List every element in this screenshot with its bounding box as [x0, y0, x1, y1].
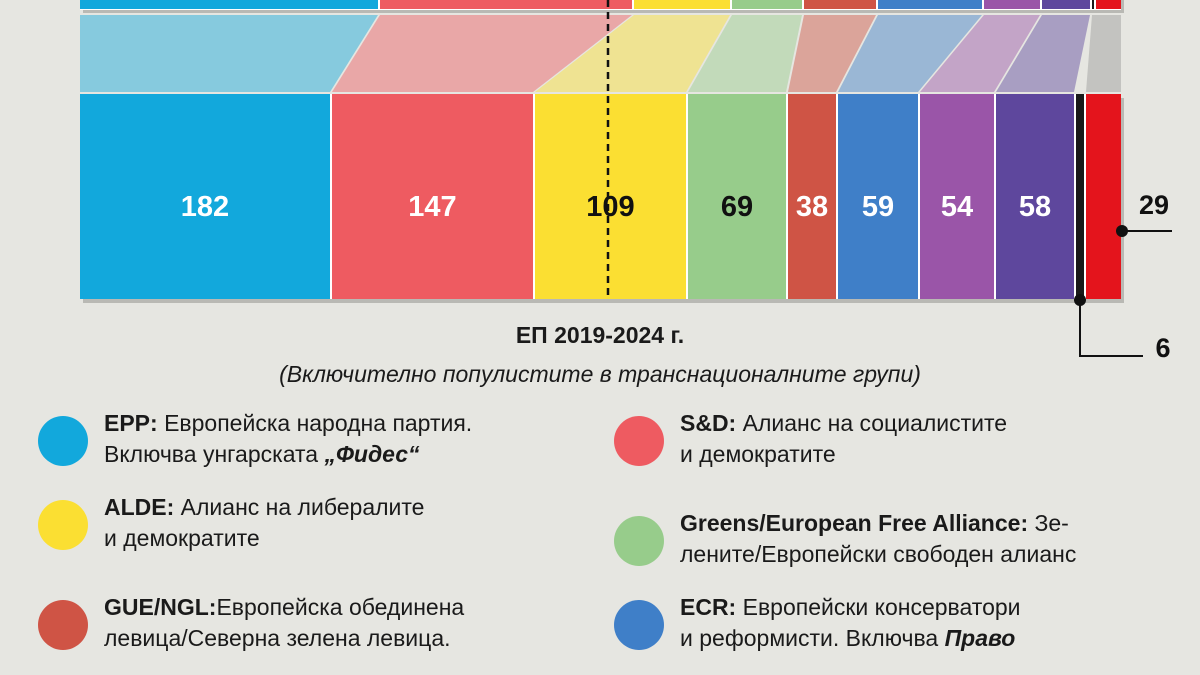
callout-dot-6 [1074, 294, 1086, 306]
ribbon-ecr [838, 15, 982, 92]
bar-segment-group-10 [1086, 94, 1121, 299]
legend-item-epp: EPP: Европейска народна партия. Включва … [38, 408, 473, 470]
ribbon-group-8 [996, 15, 1090, 92]
main-seat-bar [80, 94, 1124, 303]
seat-label-epp: 182 [181, 191, 229, 223]
legend-item-gue-ngl: GUE/NGL:Европейска обединена левица/Севе… [38, 592, 465, 654]
legend-code: ECR: [680, 594, 737, 620]
bar-segment-ecr [838, 94, 918, 299]
legend-item-sd: S&D: Алианс на социалистите и демократит… [614, 408, 1008, 470]
seat-label-group-7: 54 [941, 191, 973, 223]
prev-bar-segment-group-7 [984, 0, 1040, 9]
bar-segment-group-7 [920, 94, 994, 299]
legend-item-alde: ALDE: Алианс на либералите и демократите [38, 492, 425, 554]
seat-label-group-8: 58 [1019, 191, 1051, 223]
legend-text: Алианс на социалистите [736, 410, 1008, 436]
prev-bar-segment-gue-ngl [804, 0, 876, 9]
chart-title: ЕП 2019-2024 г. [515, 322, 685, 348]
legend-code: GUE/NGL: [104, 594, 217, 620]
legend-color-dot [38, 600, 88, 650]
seat-label-ecr: 59 [862, 191, 894, 223]
legend-text: и реформисти. Включва [680, 625, 945, 651]
legend-item-greens: Greens/European Free Alliance: Зе- ленит… [614, 508, 1077, 570]
prev-bar-segment-s-d [380, 0, 632, 9]
prev-bar-segment-greens-efa [732, 0, 802, 9]
bar-segment-alde [535, 94, 686, 299]
legend-code: Greens/European Free Alliance: [680, 510, 1029, 536]
ribbon-group-7 [920, 15, 1040, 92]
bar-segment-s-d [332, 94, 533, 299]
legend-code: EPP: [104, 410, 158, 436]
seat-label-group-9: 6 [1155, 333, 1170, 363]
legend-highlight: Право [944, 625, 1016, 651]
legend-text: Включва унгарската [104, 441, 325, 467]
seat-label-s-d: 147 [408, 191, 456, 223]
legend-text: и демократите [680, 441, 836, 467]
previous-parliament-bar [80, 0, 1124, 13]
seat-label-group-10: 29 [1139, 190, 1169, 220]
legend-text: Европейска народна партия. [157, 410, 473, 436]
seat-label-alde: 109 [586, 191, 634, 223]
legend-text: Зе- [1028, 510, 1069, 536]
ribbon-alde [535, 15, 730, 92]
bar-segment-gue-ngl [788, 94, 836, 299]
bar-segment-greens-efa [688, 94, 786, 299]
legend-item-ecr: ECR: Европейски консерватори и реформист… [614, 592, 1021, 654]
legend-color-dot [614, 600, 664, 650]
legend-color-dot [614, 416, 664, 466]
bar-segment-epp [80, 94, 330, 299]
legend-color-dot [614, 516, 664, 566]
legend-code: S&D: [680, 410, 737, 436]
seat-flow-ribbons [80, 15, 1121, 92]
legend-text: Европейска обединена [216, 594, 465, 620]
callout-lines [1074, 225, 1172, 357]
prev-bar-segment-alde [634, 0, 730, 9]
prev-bar-segment-group-9 [1092, 0, 1094, 9]
ribbon-s-d [332, 15, 632, 92]
legend-text: и демократите [104, 525, 260, 551]
legend-code: ALDE: [104, 494, 175, 520]
ribbon-greens-efa [688, 15, 802, 92]
seat-label-greens-efa: 69 [721, 191, 753, 223]
legend-color-dot [38, 500, 88, 550]
ribbon-gue-ngl [788, 15, 876, 92]
bar-segment-group-9 [1076, 94, 1084, 299]
chart-subtitle: (Включително популистите в транснационал… [279, 361, 921, 387]
callout-dot-29 [1116, 225, 1128, 237]
prev-bar-segment-group-8 [1042, 0, 1090, 9]
ribbon-epp [80, 15, 378, 92]
prev-bar-segment-ecr [878, 0, 982, 9]
legend-text: Алианс на либералите [174, 494, 425, 520]
bar-segment-group-8 [996, 94, 1074, 299]
seat-labels: 182 147 109 69 38 59 54 58 29 6 [181, 190, 1171, 363]
seat-label-gue-ngl: 38 [796, 191, 828, 223]
legend-text: Европейски консерватори [736, 594, 1021, 620]
prev-bar-segment-epp [80, 0, 378, 9]
prev-bar-segment-group-10 [1096, 0, 1121, 9]
legend-highlight: „Фидес“ [324, 441, 420, 467]
legend-color-dot [38, 416, 88, 466]
legend-text: лените/Европейски свободен алианс [680, 541, 1077, 567]
callout-line-6 [1079, 302, 1143, 357]
ribbon-other [1086, 15, 1121, 92]
legend-text: левица/Северна зелена левица. [104, 625, 451, 651]
